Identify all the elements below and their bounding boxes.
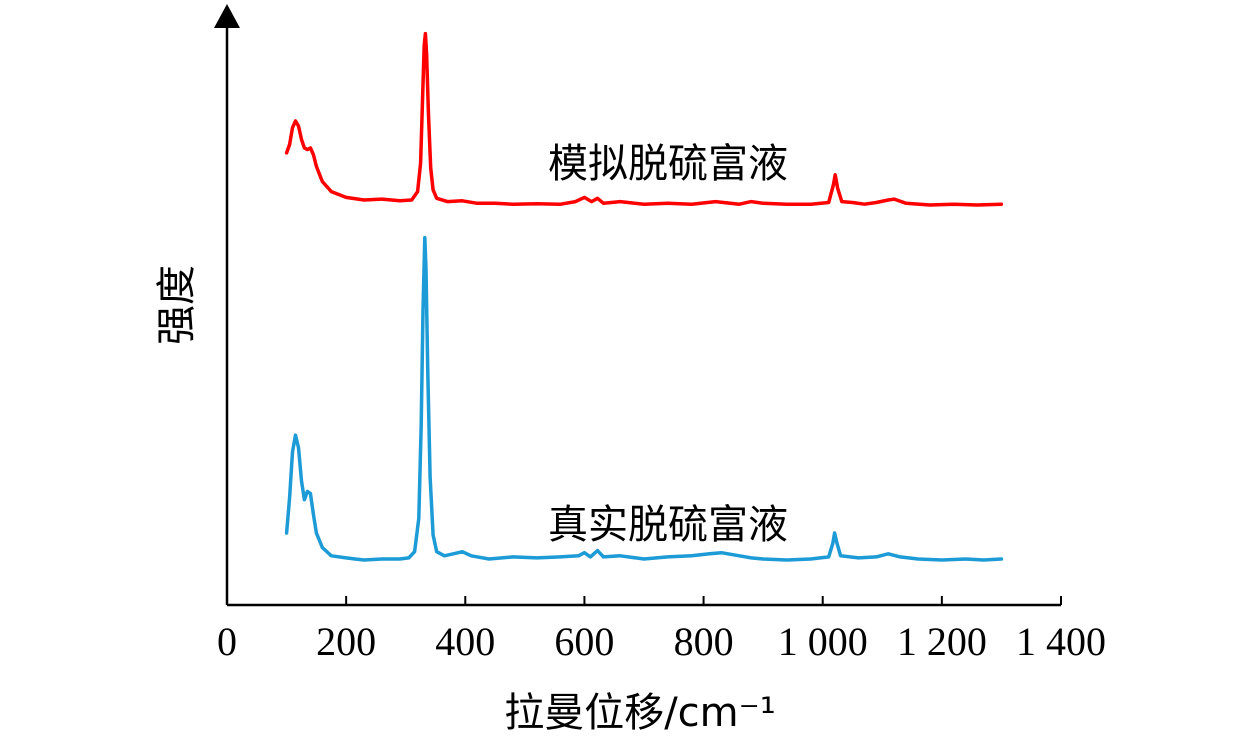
series-label-simulated: 模拟脱硫富液 (548, 141, 788, 187)
x-tick-label: 1 200 (897, 619, 987, 664)
series-line-1 (284, 235, 1004, 562)
series-label-real: 真实脱硫富液 (548, 502, 788, 548)
series-line-0 (284, 31, 1004, 207)
x-tick-label: 0 (217, 619, 237, 664)
x-tick-label: 1 400 (1016, 619, 1106, 664)
x-tick-label: 400 (435, 619, 495, 664)
y-axis-arrow-icon (214, 4, 240, 28)
axes: 0 200 400 600 800 1 000 1 200 1 400 (214, 4, 1106, 664)
x-axis-title: 拉曼位移/cm⁻¹ (504, 690, 776, 736)
x-tick-label: 800 (674, 619, 734, 664)
y-axis-title: 强度 (154, 265, 200, 345)
x-ticks: 0 200 400 600 800 1 000 1 200 1 400 (217, 596, 1106, 664)
x-tick-label: 200 (316, 619, 376, 664)
x-tick-label: 1 000 (778, 619, 868, 664)
series-layer (284, 31, 1004, 562)
x-tick-label: 600 (554, 619, 614, 664)
